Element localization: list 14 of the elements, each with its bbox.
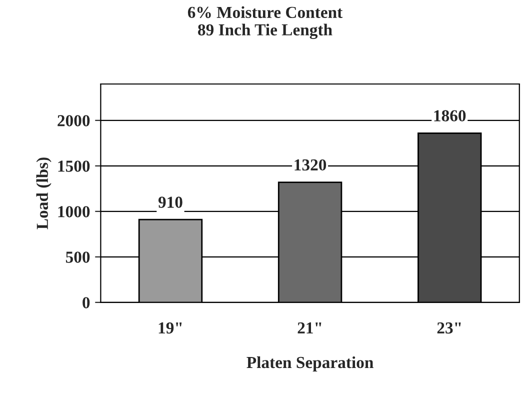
data-label: 910 [158,196,182,208]
x-tick-label: 21" [298,322,322,334]
x-axis-title: Platen Separation [246,356,374,372]
chart-title: 6% Moisture Content 89 Inch Tie Length [188,6,343,39]
y-axis-title: Load (lbs) [36,158,52,230]
y-tick-label: 2000 [58,115,90,126]
x-tick-label: 23" [437,322,461,334]
data-label: 1860 [434,110,466,122]
y-tick-label: 1000 [58,206,90,218]
x-tick-label: 19" [158,322,182,334]
data-label: 1320 [294,159,326,171]
y-tick-label: 500 [66,252,90,263]
y-tick-label: 0 [82,297,90,308]
y-tick-label: 1500 [58,160,90,172]
